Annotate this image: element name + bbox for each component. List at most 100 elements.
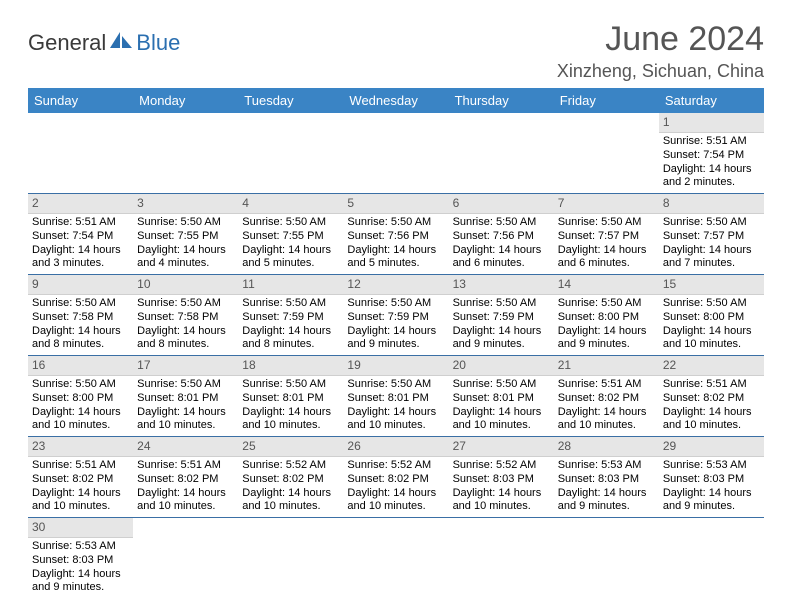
calendar-cell: 13Sunrise: 5:50 AMSunset: 7:59 PMDayligh… [449, 275, 554, 356]
day-number: 16 [28, 356, 133, 376]
sunset-line: Sunset: 8:02 PM [137, 473, 234, 487]
cell-body: Sunrise: 5:51 AMSunset: 7:54 PMDaylight:… [659, 133, 764, 193]
daylight-line-1: Daylight: 14 hours [558, 406, 655, 420]
calendar-cell: 17Sunrise: 5:50 AMSunset: 8:01 PMDayligh… [133, 356, 238, 437]
day-number: 20 [449, 356, 554, 376]
daylight-line-2: and 3 minutes. [32, 257, 129, 271]
cell-body: Sunrise: 5:50 AMSunset: 7:57 PMDaylight:… [659, 214, 764, 274]
sunrise-line: Sunrise: 5:50 AM [242, 216, 339, 230]
day-number: 28 [554, 437, 659, 457]
month-title: June 2024 [557, 20, 764, 59]
day-number: 9 [28, 275, 133, 295]
day-number: 18 [238, 356, 343, 376]
day-number: 5 [343, 194, 448, 214]
sunset-line: Sunset: 8:02 PM [347, 473, 444, 487]
calendar-cell: 27Sunrise: 5:52 AMSunset: 8:03 PMDayligh… [449, 437, 554, 518]
daylight-line-1: Daylight: 14 hours [453, 325, 550, 339]
day-number: 17 [133, 356, 238, 376]
day-number: 8 [659, 194, 764, 214]
daylight-line-2: and 10 minutes. [558, 419, 655, 433]
calendar-cell: 29Sunrise: 5:53 AMSunset: 8:03 PMDayligh… [659, 437, 764, 518]
daylight-line-1: Daylight: 14 hours [558, 487, 655, 501]
daylight-line-1: Daylight: 14 hours [663, 325, 760, 339]
calendar-cell [449, 113, 554, 194]
calendar-cell [554, 113, 659, 194]
day-number: 19 [343, 356, 448, 376]
day-number: 12 [343, 275, 448, 295]
calendar-cell: 10Sunrise: 5:50 AMSunset: 7:58 PMDayligh… [133, 275, 238, 356]
day-number: 10 [133, 275, 238, 295]
daylight-line-1: Daylight: 14 hours [32, 244, 129, 258]
cell-body: Sunrise: 5:51 AMSunset: 8:02 PMDaylight:… [659, 376, 764, 436]
cell-body: Sunrise: 5:53 AMSunset: 8:03 PMDaylight:… [554, 457, 659, 517]
daylight-line-1: Daylight: 14 hours [242, 325, 339, 339]
day-header: Saturday [659, 88, 764, 113]
cell-body: Sunrise: 5:52 AMSunset: 8:03 PMDaylight:… [449, 457, 554, 517]
calendar-cell: 6Sunrise: 5:50 AMSunset: 7:56 PMDaylight… [449, 194, 554, 275]
daylight-line-2: and 10 minutes. [137, 500, 234, 514]
calendar-cell: 30Sunrise: 5:53 AMSunset: 8:03 PMDayligh… [28, 518, 133, 599]
calendar-cell: 3Sunrise: 5:50 AMSunset: 7:55 PMDaylight… [133, 194, 238, 275]
header: General Blue June 2024 Xinzheng, Sichuan… [28, 20, 764, 82]
calendar-cell: 16Sunrise: 5:50 AMSunset: 8:00 PMDayligh… [28, 356, 133, 437]
sunrise-line: Sunrise: 5:50 AM [347, 378, 444, 392]
sunset-line: Sunset: 8:01 PM [137, 392, 234, 406]
sail-icon [108, 30, 134, 56]
cell-body: Sunrise: 5:50 AMSunset: 7:59 PMDaylight:… [449, 295, 554, 355]
sunset-line: Sunset: 7:55 PM [137, 230, 234, 244]
daylight-line-1: Daylight: 14 hours [137, 406, 234, 420]
sunset-line: Sunset: 7:54 PM [663, 149, 760, 163]
day-number: 30 [28, 518, 133, 538]
cell-body: Sunrise: 5:50 AMSunset: 8:00 PMDaylight:… [28, 376, 133, 436]
daylight-line-2: and 10 minutes. [32, 419, 129, 433]
cell-body: Sunrise: 5:50 AMSunset: 7:57 PMDaylight:… [554, 214, 659, 274]
sunrise-line: Sunrise: 5:50 AM [558, 216, 655, 230]
sunrise-line: Sunrise: 5:50 AM [453, 297, 550, 311]
daylight-line-2: and 10 minutes. [347, 500, 444, 514]
cell-body: Sunrise: 5:50 AMSunset: 7:58 PMDaylight:… [133, 295, 238, 355]
calendar-cell: 2Sunrise: 5:51 AMSunset: 7:54 PMDaylight… [28, 194, 133, 275]
calendar-cell: 23Sunrise: 5:51 AMSunset: 8:02 PMDayligh… [28, 437, 133, 518]
daylight-line-2: and 9 minutes. [558, 338, 655, 352]
day-number: 6 [449, 194, 554, 214]
calendar-cell: 1Sunrise: 5:51 AMSunset: 7:54 PMDaylight… [659, 113, 764, 194]
daylight-line-2: and 10 minutes. [32, 500, 129, 514]
calendar-cell: 8Sunrise: 5:50 AMSunset: 7:57 PMDaylight… [659, 194, 764, 275]
calendar-cell: 15Sunrise: 5:50 AMSunset: 8:00 PMDayligh… [659, 275, 764, 356]
sunrise-line: Sunrise: 5:50 AM [242, 378, 339, 392]
cell-body: Sunrise: 5:50 AMSunset: 8:01 PMDaylight:… [343, 376, 448, 436]
day-header: Sunday [28, 88, 133, 113]
sunset-line: Sunset: 8:01 PM [453, 392, 550, 406]
calendar-cell: 14Sunrise: 5:50 AMSunset: 8:00 PMDayligh… [554, 275, 659, 356]
calendar-cell [449, 518, 554, 599]
daylight-line-1: Daylight: 14 hours [242, 244, 339, 258]
calendar-cell [343, 113, 448, 194]
calendar-cell [343, 518, 448, 599]
day-number: 27 [449, 437, 554, 457]
daylight-line-2: and 8 minutes. [242, 338, 339, 352]
daylight-line-2: and 8 minutes. [32, 338, 129, 352]
daylight-line-1: Daylight: 14 hours [242, 406, 339, 420]
sunset-line: Sunset: 7:56 PM [453, 230, 550, 244]
sunrise-line: Sunrise: 5:50 AM [137, 216, 234, 230]
daylight-line-1: Daylight: 14 hours [347, 244, 444, 258]
daylight-line-2: and 10 minutes. [663, 338, 760, 352]
sunrise-line: Sunrise: 5:50 AM [347, 297, 444, 311]
sunrise-line: Sunrise: 5:50 AM [242, 297, 339, 311]
daylight-line-2: and 8 minutes. [137, 338, 234, 352]
sunset-line: Sunset: 8:00 PM [663, 311, 760, 325]
cell-body: Sunrise: 5:51 AMSunset: 8:02 PMDaylight:… [28, 457, 133, 517]
cell-body: Sunrise: 5:50 AMSunset: 7:55 PMDaylight:… [238, 214, 343, 274]
calendar-cell [554, 518, 659, 599]
sunset-line: Sunset: 8:01 PM [347, 392, 444, 406]
daylight-line-1: Daylight: 14 hours [453, 487, 550, 501]
cell-body: Sunrise: 5:50 AMSunset: 8:00 PMDaylight:… [659, 295, 764, 355]
sunset-line: Sunset: 8:02 PM [558, 392, 655, 406]
calendar-cell [659, 518, 764, 599]
calendar-cell [28, 113, 133, 194]
day-number: 15 [659, 275, 764, 295]
sunrise-line: Sunrise: 5:51 AM [558, 378, 655, 392]
daylight-line-1: Daylight: 14 hours [32, 487, 129, 501]
day-number: 7 [554, 194, 659, 214]
daylight-line-2: and 9 minutes. [558, 500, 655, 514]
